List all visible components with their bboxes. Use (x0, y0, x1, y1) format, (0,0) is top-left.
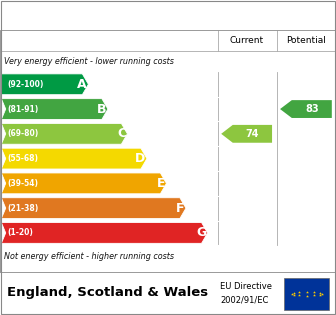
Text: F: F (176, 202, 184, 215)
Bar (0, 51, 336, 72)
Text: England, Scotland & Wales: England, Scotland & Wales (7, 286, 208, 299)
Text: (92-100): (92-100) (7, 80, 44, 89)
Polygon shape (1, 222, 208, 243)
Text: Potential: Potential (286, 36, 326, 45)
Polygon shape (280, 100, 332, 118)
Text: G: G (196, 226, 206, 239)
Text: (1-20): (1-20) (7, 228, 33, 238)
Polygon shape (1, 198, 186, 219)
Bar (0, 30, 336, 51)
Polygon shape (1, 123, 127, 144)
Text: (21-38): (21-38) (7, 203, 39, 213)
Bar (0, 245, 336, 267)
Polygon shape (1, 99, 108, 119)
Text: Not energy efficient - higher running costs: Not energy efficient - higher running co… (4, 252, 174, 261)
Text: (55-68): (55-68) (7, 154, 38, 163)
Text: 83: 83 (305, 104, 319, 114)
Text: C: C (117, 127, 126, 140)
Text: E: E (157, 177, 165, 190)
Polygon shape (1, 173, 166, 194)
Text: Current: Current (229, 36, 264, 45)
Text: D: D (135, 152, 145, 165)
Text: EU Directive: EU Directive (220, 282, 272, 290)
Text: (39-54): (39-54) (7, 179, 38, 188)
Polygon shape (221, 125, 272, 143)
Bar (284, 278, 329, 310)
Text: B: B (97, 103, 107, 116)
Text: (81-91): (81-91) (7, 105, 39, 113)
Text: A: A (77, 78, 87, 91)
Polygon shape (1, 148, 147, 169)
Text: Energy Efficiency Rating: Energy Efficiency Rating (5, 8, 215, 22)
Text: Very energy efficient - lower running costs: Very energy efficient - lower running co… (4, 57, 174, 66)
Text: 2002/91/EC: 2002/91/EC (220, 295, 268, 305)
Bar (218, 72, 335, 245)
Polygon shape (1, 74, 88, 95)
Text: 74: 74 (246, 129, 259, 139)
Text: (69-80): (69-80) (7, 129, 39, 138)
